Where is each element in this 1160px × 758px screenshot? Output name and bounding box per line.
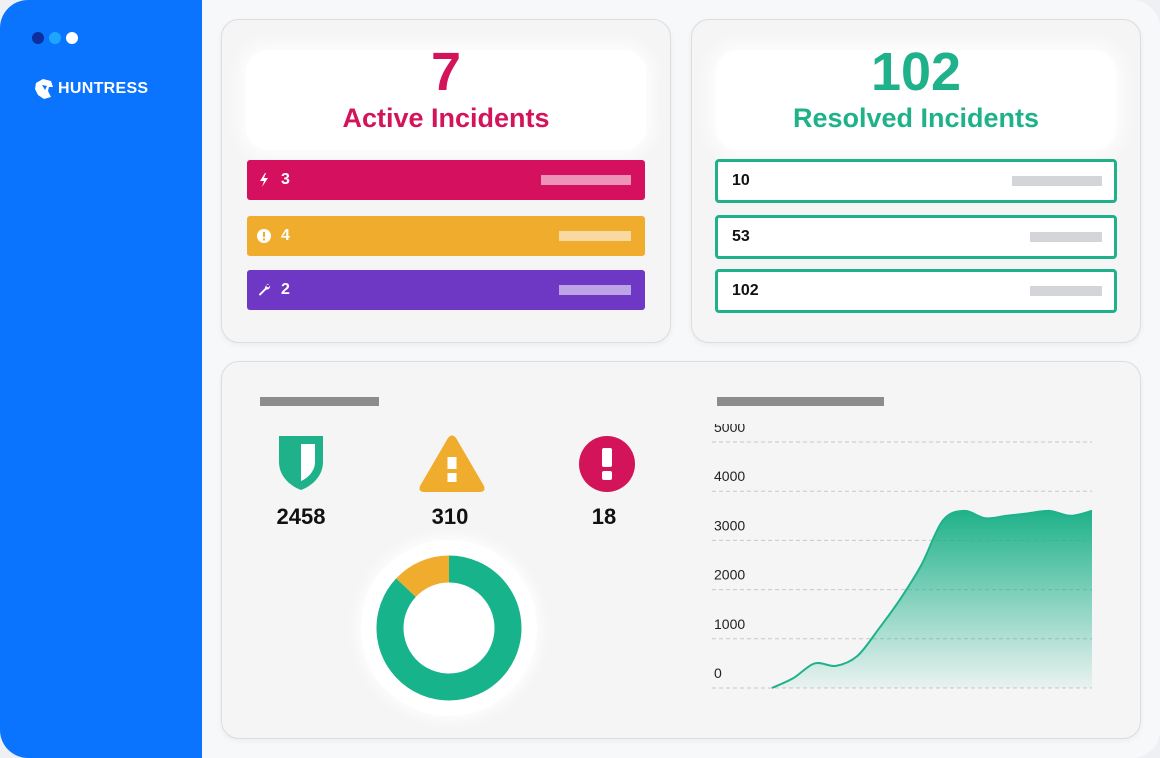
- window-dot-close[interactable]: [32, 32, 44, 44]
- wrench-icon: [257, 283, 271, 297]
- lightning-icon: [257, 173, 271, 187]
- huntress-hawk-icon: [35, 79, 53, 99]
- placeholder-text-bar: [559, 231, 631, 241]
- resolved-row[interactable]: 102: [715, 269, 1117, 313]
- active-row-critical[interactable]: 3: [247, 160, 645, 200]
- active-row-value: 3: [281, 171, 290, 188]
- active-incidents-label: Active Incidents: [342, 103, 550, 133]
- brand-name: HUNTRESS: [58, 80, 149, 97]
- y-tick-label: 4000: [714, 468, 745, 484]
- resolved-row[interactable]: 53: [715, 215, 1117, 259]
- area-chart: 5000 4000 3000 2000 1000 0: [712, 424, 1093, 689]
- brand-logo[interactable]: HUNTRESS: [34, 77, 148, 101]
- active-row-value: 2: [281, 281, 290, 298]
- window-dot-maximize[interactable]: [66, 32, 78, 44]
- area-fill: [772, 510, 1092, 688]
- active-row-warning[interactable]: 4: [247, 216, 645, 256]
- active-incidents-count: 7: [430, 42, 462, 102]
- warning-triangle-icon: [419, 435, 485, 492]
- resolved-row-value: 102: [732, 282, 759, 299]
- placeholder-text-bar: [541, 175, 631, 185]
- donut-segment[interactable]: [396, 555, 450, 598]
- placeholder-text-bar: [1030, 286, 1102, 296]
- placeholder-text-bar: [559, 285, 631, 295]
- placeholder-text-bar: [1012, 176, 1102, 186]
- donut-segment[interactable]: [376, 555, 522, 701]
- placeholder-text-bar: [1030, 232, 1102, 242]
- window-dot-minimize[interactable]: [49, 32, 61, 44]
- stats-title-placeholder: [260, 397, 379, 406]
- resolved-header-card: [716, 50, 1116, 150]
- resolved-incidents-label: Resolved Incidents: [792, 103, 1040, 133]
- resolved-incidents-panel: 102 Resolved Incidents 10 53 102: [691, 19, 1141, 343]
- active-header-card: [246, 50, 646, 150]
- resolved-row-value: 53: [732, 228, 750, 245]
- stat-warning-count: 310: [431, 504, 469, 529]
- y-tick-label: 1000: [714, 616, 745, 632]
- overview-panel: 2458 310 18 5000 4000 3000 2000 1000 0: [221, 361, 1141, 739]
- active-row-remediation[interactable]: 2: [247, 270, 645, 310]
- alert-circle-icon: [257, 229, 271, 243]
- active-row-value: 4: [281, 227, 290, 244]
- resolved-row-value: 10: [732, 172, 750, 189]
- sidebar: HUNTRESS: [0, 0, 202, 758]
- y-tick-label: 3000: [714, 517, 745, 533]
- y-tick-label: 0: [714, 665, 722, 681]
- active-incidents-panel: 7 Active Incidents 3 4 2: [221, 19, 671, 343]
- donut-chart: [376, 555, 522, 701]
- stat-protected-count: 2458: [276, 504, 326, 529]
- window-controls: [32, 32, 78, 44]
- chart-title-placeholder: [717, 397, 884, 406]
- y-tick-label: 5000: [714, 424, 745, 435]
- resolved-row[interactable]: 10: [715, 159, 1117, 203]
- stat-critical-count: 18: [591, 504, 617, 529]
- y-tick-label: 2000: [714, 567, 745, 583]
- area-line[interactable]: [771, 509, 1093, 689]
- shield-icon: [279, 436, 323, 490]
- resolved-incidents-count: 102: [870, 42, 962, 102]
- exclamation-circle-icon: [579, 436, 635, 492]
